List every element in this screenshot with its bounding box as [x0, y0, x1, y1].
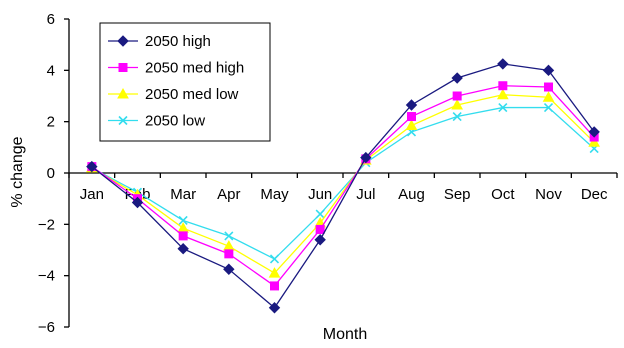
data-point-series-1 [498, 81, 508, 91]
series-line-1 [91, 85, 595, 287]
y-tick-label: 6 [47, 11, 55, 28]
data-point-series-3 [543, 102, 554, 113]
data-point-series-3 [178, 215, 188, 226]
x-tick-label: Aug [398, 186, 425, 203]
y-tick-label: −4 [38, 268, 55, 285]
data-point-series-3 [315, 209, 325, 219]
series-line-3 [91, 106, 595, 260]
data-point-series-2 [405, 119, 418, 131]
x-tick-label: Dec [581, 186, 608, 203]
data-point-series-0 [131, 196, 144, 209]
y-tick-label: 0 [47, 165, 55, 182]
data-point-series-1 [178, 231, 188, 241]
x-tick-label: Jun [308, 186, 332, 203]
data-point-series-0 [588, 126, 600, 138]
x-tick-label: Sep [444, 186, 471, 203]
y-tick-label: −6 [38, 319, 55, 336]
data-point-series-2 [496, 88, 509, 100]
data-point-series-2 [268, 267, 281, 278]
data-point-series-3 [224, 231, 234, 241]
data-point-series-1 [544, 82, 553, 92]
legend-marker [117, 87, 129, 99]
y-tick-label: −2 [38, 216, 55, 233]
data-point-series-2 [588, 136, 601, 147]
data-point-series-0 [268, 302, 281, 314]
data-point-series-0 [451, 72, 463, 84]
data-point-series-0 [405, 99, 418, 111]
x-tick-label: Jan [80, 186, 104, 203]
data-point-series-1 [407, 112, 416, 122]
data-point-series-1 [452, 91, 462, 101]
legend: 2050 high 2050 med high 2050 med low 2050 l… [99, 22, 271, 142]
data-point-series-0 [86, 160, 98, 173]
legend-marker [118, 115, 128, 126]
x-tick-label: Oct [491, 186, 515, 203]
x-axis-title: Month [323, 326, 367, 343]
legend-marker [118, 63, 128, 72]
data-point-series-3 [498, 102, 508, 113]
data-point-series-0 [360, 151, 372, 164]
data-point-series-3 [269, 254, 280, 264]
legend-marker [117, 35, 129, 47]
legend-box [99, 22, 271, 142]
x-tick-label: Mar [170, 186, 196, 203]
data-point-series-1 [270, 281, 279, 291]
legend-label: 2050 low [145, 113, 205, 130]
data-point-series-1 [224, 249, 234, 259]
data-point-series-3 [452, 111, 462, 122]
data-point-series-0 [223, 263, 235, 275]
data-point-series-0 [542, 64, 555, 77]
y-tick-label: 2 [47, 114, 55, 131]
data-point-series-1 [315, 224, 325, 234]
x-tick-label: Nov [535, 186, 562, 203]
x-tick-label: Jul [356, 186, 375, 203]
data-point-series-0 [314, 234, 326, 246]
legend-label: 2050 high [145, 33, 211, 50]
data-point-series-2 [451, 98, 464, 110]
x-tick-label: May [260, 186, 289, 203]
series-line-2 [91, 94, 595, 274]
data-point-series-2 [222, 240, 235, 251]
y-axis-title: % change [9, 136, 26, 207]
y-tick-label: 4 [47, 62, 55, 79]
x-tick-label: Apr [217, 186, 240, 203]
data-point-series-2 [542, 91, 555, 102]
data-point-series-0 [177, 243, 189, 255]
data-point-series-0 [497, 58, 509, 70]
legend-label: 2050 med low [145, 86, 239, 103]
legend-label: 2050 med high [145, 60, 244, 77]
series-line-0 [91, 63, 595, 309]
